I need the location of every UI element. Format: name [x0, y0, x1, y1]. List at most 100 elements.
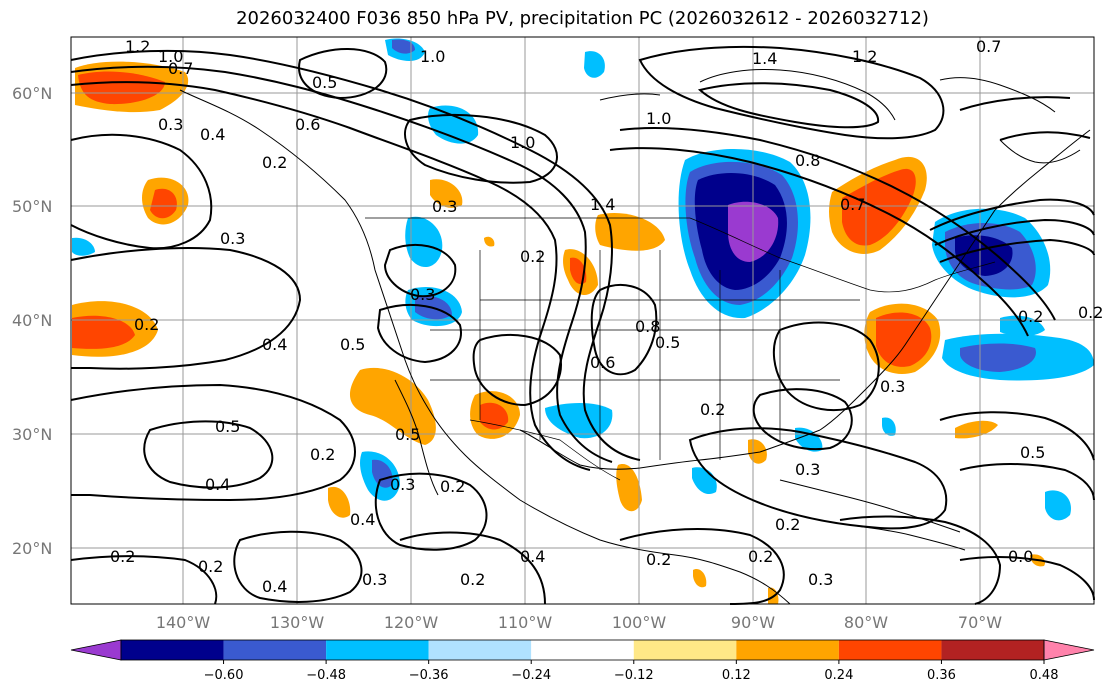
contour-label: 0.4: [262, 577, 287, 596]
contour-label: 0.2: [460, 570, 485, 589]
contour-label: 0.6: [295, 115, 320, 134]
contour-label: 0.3: [390, 475, 415, 494]
contour-label-group: 1.2 1.0 0.7 0.5 1.0 1.4 1.2 0.7 0.3 0.4 …: [110, 37, 1103, 596]
lat-label: 50°N: [12, 197, 52, 216]
contour-label: 1.0: [420, 47, 445, 66]
contour-label: 0.4: [350, 510, 375, 529]
contour-label: 0.3: [158, 115, 183, 134]
shade-negative: [392, 39, 415, 54]
contour-label: 0.3: [410, 285, 435, 304]
contour-label: 0.0: [1008, 547, 1033, 566]
contour-label: 0.5: [655, 333, 680, 352]
contour-label: 0.5: [1020, 443, 1045, 462]
shade-positive: [616, 464, 642, 512]
shade-positive: [484, 236, 495, 247]
contour-label: 1.0: [158, 47, 183, 66]
pv-contours: [70, 45, 1095, 605]
lon-label: 110°W: [498, 613, 553, 632]
lon-label: 100°W: [612, 613, 667, 632]
contour-label: 0.2: [748, 547, 773, 566]
shade-positive: [150, 188, 177, 219]
colorbar-frame: [120, 639, 1045, 661]
colorbar-swatch: [121, 640, 224, 660]
lon-label: 120°W: [384, 613, 439, 632]
contour-label: 0.5: [395, 425, 420, 444]
contour-label: 1.4: [590, 195, 615, 214]
contour-label: 0.3: [362, 570, 387, 589]
contour-label: 0.4: [262, 335, 287, 354]
contour-label: 0.6: [590, 353, 615, 372]
contour-label: 0.2: [440, 477, 465, 496]
contour-label: 0.2: [520, 247, 545, 266]
lat-labels: 60°N 50°N 40°N 30°N 20°N: [12, 84, 52, 558]
colorbar-extend-low: [70, 639, 122, 661]
shade-negative: [882, 417, 896, 436]
contour-label: 0.3: [808, 570, 833, 589]
contour-label: 0.2: [262, 153, 287, 172]
lon-label: 130°W: [270, 613, 325, 632]
shade-negative: [372, 459, 393, 488]
colorbar-tick-label: −0.48: [306, 668, 346, 683]
shade-negative: [960, 343, 1036, 372]
contour-label: 0.2: [198, 557, 223, 576]
shade-positive: [349, 367, 436, 445]
shade-negative: [72, 237, 95, 256]
contour-label: 0.3: [795, 460, 820, 479]
lat-label: 40°N: [12, 311, 52, 330]
contour-label: 0.2: [310, 445, 335, 464]
contour-label: 0.5: [312, 73, 337, 92]
colorbar-tick-label: 0.24: [824, 668, 853, 683]
lon-label: 140°W: [156, 613, 211, 632]
colorbar-tick-label: −0.24: [511, 668, 551, 683]
colorbar-swatch: [941, 640, 1044, 660]
shade-negative: [405, 216, 443, 268]
shade-positive: [78, 71, 165, 105]
lon-labels: 140°W 130°W 120°W 110°W 100°W 90°W 80°W …: [156, 613, 1002, 632]
colorbar-swatch: [428, 640, 532, 660]
lat-label: 30°N: [12, 425, 52, 444]
lon-label: 90°W: [731, 613, 775, 632]
contour-label: 0.2: [110, 547, 135, 566]
colorbar-extend-high: [1043, 639, 1095, 661]
lon-label: 70°W: [958, 613, 1002, 632]
contour-label: 0.7: [168, 59, 193, 78]
political-borders: [365, 217, 996, 481]
shade-negative: [1045, 490, 1071, 521]
shade-positive: [328, 486, 351, 518]
contour-label: 0.5: [215, 417, 240, 436]
contour-label: 1.0: [510, 133, 535, 152]
contour-label: 0.4: [200, 125, 225, 144]
contour-label: 0.7: [976, 37, 1001, 56]
shade-positive: [72, 315, 135, 349]
contour-label: 0.8: [635, 317, 660, 336]
shade-positive: [430, 179, 463, 208]
shading-layer: [72, 38, 1094, 604]
colorbar-swatch: [326, 640, 429, 660]
contour-label: 0.3: [432, 197, 457, 216]
graticule: [71, 37, 1094, 604]
lat-label: 60°N: [12, 84, 52, 103]
contour-label: 0.3: [880, 377, 905, 396]
contour-label: 0.8: [795, 151, 820, 170]
map-panel: 1.2 1.0 0.7 0.5 1.0 1.4 1.2 0.7 0.3 0.4 …: [70, 36, 1103, 605]
colorbar-tick-label: −0.36: [409, 668, 449, 683]
lon-label: 80°W: [844, 613, 888, 632]
contour-label: 0.2: [775, 515, 800, 534]
shade-negative: [545, 403, 613, 439]
contour-label: 0.3: [220, 229, 245, 248]
contour-label: 1.4: [752, 49, 777, 68]
shade-negative: [584, 51, 605, 78]
contour-label: 0.2: [134, 315, 159, 334]
colorbar-swatch: [223, 640, 327, 660]
contour-label: 0.2: [646, 550, 671, 569]
contour-label: 1.2: [852, 47, 877, 66]
colorbar-tick-label: 0.48: [1030, 668, 1059, 683]
colorbar-tick-label: 0.12: [722, 668, 751, 683]
colorbar-tick-label: 0.36: [927, 668, 956, 683]
colorbar: −0.60 −0.48 −0.36 −0.24 −0.12 0.12 0.24 0.36 0.4…: [70, 639, 1095, 683]
contour-label: 0.4: [205, 475, 230, 494]
lat-label: 20°N: [12, 539, 52, 558]
contour-label: 0.5: [340, 335, 365, 354]
contour-label: 1.0: [646, 109, 671, 128]
shade-positive: [693, 569, 707, 588]
